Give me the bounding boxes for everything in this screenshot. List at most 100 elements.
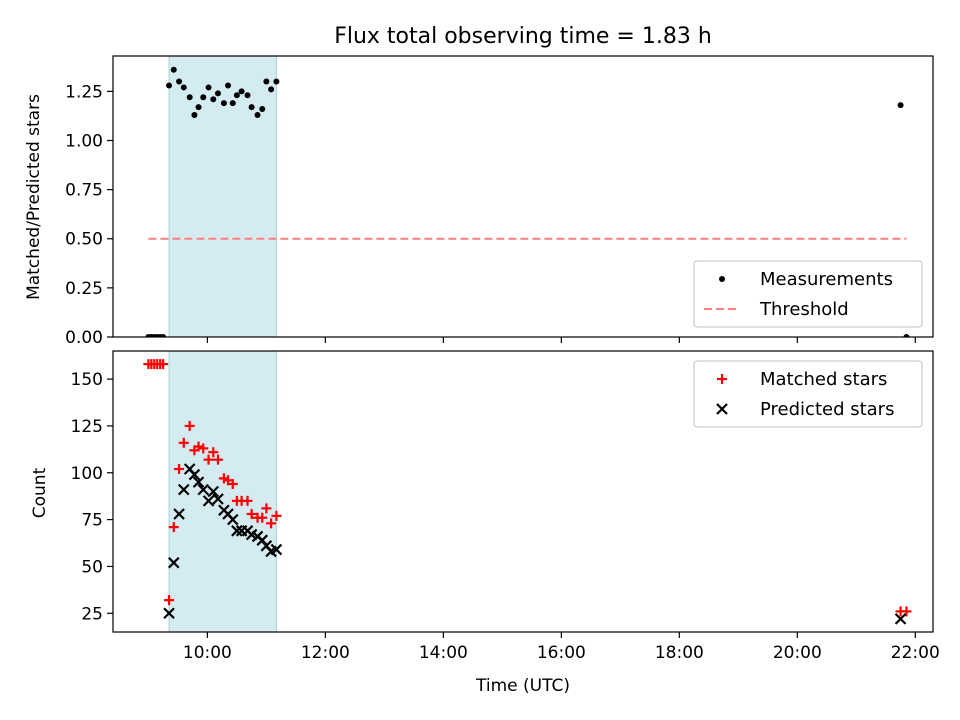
bottom-matched-stars-point xyxy=(213,454,224,465)
bottom-legend: Matched stars Predicted stars xyxy=(693,360,923,428)
bottom-legend-predicted-stars-marker xyxy=(716,403,728,415)
bottom-matched-stars-point xyxy=(901,606,912,617)
top-legend-box xyxy=(693,260,923,328)
bottom-predicted-stars-point xyxy=(197,483,210,496)
top-measurements-point xyxy=(180,84,187,91)
top-legend-threshold-label: Threshold xyxy=(759,299,849,320)
top-plot-area xyxy=(145,56,910,337)
bottom-predicted-stars-point xyxy=(163,607,175,620)
top-measurements-point xyxy=(259,106,266,113)
bottom-predicted-stars-point xyxy=(207,485,220,498)
top-legend-measurements-marker xyxy=(719,276,725,282)
bottom-y-tick-label: 25 xyxy=(81,604,103,624)
bottom-matched-stars-point xyxy=(246,508,257,519)
bottom-matched-stars-point xyxy=(184,420,195,431)
top-measurements-point xyxy=(248,104,255,111)
bottom-x-tick-label: 22:00 xyxy=(891,643,940,663)
top-measurements-point xyxy=(160,334,167,337)
top-measurements-point xyxy=(176,78,183,85)
top-measurements-point xyxy=(268,86,275,93)
top-y-tick-label: 0.75 xyxy=(65,181,103,201)
bottom-matched-stars-point xyxy=(227,479,238,490)
bottom-matched-stars-point xyxy=(203,454,214,465)
top-y-tick-label: 0.50 xyxy=(65,230,103,250)
top-measurements-point xyxy=(220,100,227,107)
top-measurements-point xyxy=(233,92,240,99)
bottom-predicted-stars-point xyxy=(188,468,201,481)
bottom-predicted-stars-point xyxy=(270,543,283,556)
bottom-matched-stars-point xyxy=(208,447,219,458)
top-y-axis-label: Matched/Predicted stars xyxy=(24,94,44,300)
bottom-predicted-stars-point xyxy=(212,493,224,505)
bottom-legend-predicted-stars-label: Predicted stars xyxy=(760,399,894,420)
top-measurements-point xyxy=(215,90,222,97)
top-measurements-point xyxy=(225,82,232,89)
top-measurements-point xyxy=(210,96,217,103)
bottom-frame xyxy=(112,350,934,633)
bottom-predicted-stars-point xyxy=(226,513,239,526)
bottom-matched-stars-point xyxy=(198,443,209,454)
bottom-x-tick-label: 20:00 xyxy=(773,643,822,663)
top-shaded-span xyxy=(168,56,277,337)
bottom-y-tick-label: 125 xyxy=(71,417,103,437)
bottom-predicted-stars-point xyxy=(894,613,907,625)
bottom-y-axis-label: Count xyxy=(30,467,50,518)
top-y-tick-label: 1.00 xyxy=(65,131,103,151)
top-measurements-point xyxy=(191,111,198,118)
top-measurements-point xyxy=(195,104,202,111)
top-measurements-point xyxy=(205,84,212,91)
bottom-x-tick-label: 18:00 xyxy=(655,643,704,663)
top-measurements-point xyxy=(244,92,251,99)
top-measurements-point xyxy=(273,78,280,85)
bottom-matched-stars-point xyxy=(271,510,282,521)
bottom-matched-stars-point xyxy=(257,512,268,523)
bottom-y-tick-label: 75 xyxy=(81,511,103,531)
bottom-panel: 25 50 75 100 125 150 10:00 12:00 14:00 16:00 18:00… xyxy=(71,350,940,663)
bottom-x-tick-label: 12:00 xyxy=(301,643,350,663)
bottom-plot-area xyxy=(143,351,912,632)
bottom-x-tick-label: 14:00 xyxy=(419,643,468,663)
bottom-matched-stars-point xyxy=(266,518,277,529)
top-measurements-point xyxy=(229,100,236,107)
top-measurements-point xyxy=(254,111,261,118)
bottom-y-tick-label: 150 xyxy=(71,370,103,390)
bottom-x-tick-label: 10:00 xyxy=(183,643,232,663)
bottom-predicted-stars-point xyxy=(167,556,180,569)
bottom-matched-stars-point xyxy=(193,441,204,452)
top-legend-measurements-label: Measurements xyxy=(760,269,893,290)
top-measurements-point xyxy=(897,102,904,109)
top-measurements-point xyxy=(166,82,173,89)
bottom-predicted-stars-point xyxy=(192,476,205,488)
top-frame xyxy=(112,55,934,338)
chart-title: Flux total observing time = 1.83 h xyxy=(334,24,712,49)
top-panel: 0.00 0.25 0.50 0.75 1.00 1.25 Measurements Thre… xyxy=(65,55,934,348)
bottom-legend-matched-stars-label: Matched stars xyxy=(760,369,887,390)
top-measurements-point xyxy=(263,78,270,85)
bottom-matched-stars-point xyxy=(168,522,179,533)
bottom-matched-stars-point xyxy=(261,503,272,514)
bottom-predicted-stars-point xyxy=(231,525,243,537)
bottom-matched-stars-point xyxy=(164,595,175,606)
top-y-tick-label: 0.25 xyxy=(65,279,103,299)
top-measurements-point xyxy=(186,94,193,101)
top-y-tick-label: 1.25 xyxy=(65,82,103,102)
bottom-matched-stars-point xyxy=(242,495,253,506)
top-measurements-point xyxy=(170,66,177,73)
bottom-matched-stars-point xyxy=(174,464,185,475)
bottom-predicted-stars-point xyxy=(173,508,185,520)
top-measurements-point xyxy=(903,334,910,337)
bottom-predicted-stars-point xyxy=(202,495,215,507)
bottom-legend-box xyxy=(693,360,923,428)
bottom-y-tick-label: 100 xyxy=(71,464,103,484)
bottom-legend-matched-stars-marker xyxy=(717,374,727,384)
x-axis-label: Time (UTC) xyxy=(475,676,570,696)
top-y-tick-label: 0.00 xyxy=(65,328,103,348)
top-measurements-point xyxy=(200,94,207,101)
bottom-matched-stars-point xyxy=(178,437,189,448)
top-measurements-point xyxy=(238,88,245,95)
bottom-y-tick-label: 50 xyxy=(81,557,103,577)
top-legend: Measurements Threshold xyxy=(693,260,923,328)
bottom-predicted-stars-point xyxy=(178,483,190,496)
bottom-matched-stars-point xyxy=(158,359,169,370)
